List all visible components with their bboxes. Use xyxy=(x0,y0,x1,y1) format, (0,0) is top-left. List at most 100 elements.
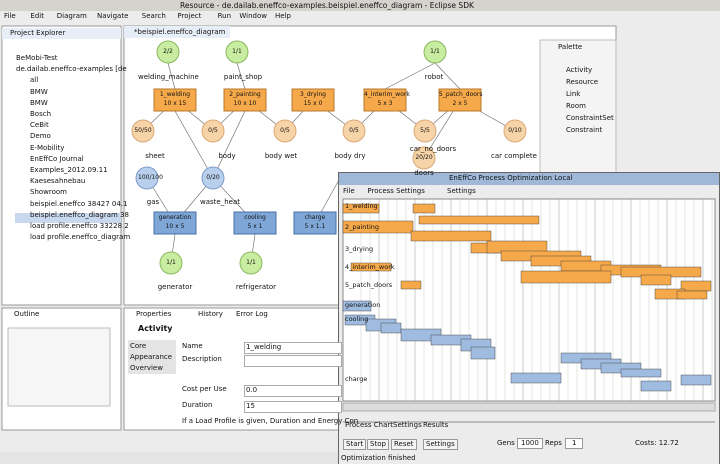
edge xyxy=(167,62,176,90)
tree-item[interactable]: BMW xyxy=(30,87,48,96)
view-tab[interactable]: Properties xyxy=(136,310,172,318)
tree-item[interactable]: CeBit xyxy=(30,121,49,130)
side-tab[interactable]: Core xyxy=(130,342,147,350)
tree-item[interactable]: all xyxy=(30,76,39,85)
node-box xyxy=(153,88,197,112)
node-label: 0/5 xyxy=(208,127,218,134)
tree-item[interactable]: BMW xyxy=(30,98,48,107)
node-circle xyxy=(503,119,527,143)
input[interactable]: 1 xyxy=(565,438,584,449)
box-name: 1_welding xyxy=(159,91,191,98)
tree-item[interactable]: Examples_2012.09.11 xyxy=(30,166,108,174)
row-label: 5_patch_doors xyxy=(345,281,393,289)
node-label: 0/5 xyxy=(280,127,290,134)
node-caption: waste_heat xyxy=(200,198,240,206)
palette-item[interactable]: Link xyxy=(566,90,581,98)
field-value[interactable]: 0.0 xyxy=(244,385,342,397)
gantt-bar xyxy=(640,380,672,392)
editor-tab[interactable]: *beispiel.eneffco_diagram xyxy=(134,28,226,36)
palette-item[interactable]: Resource xyxy=(566,78,599,86)
node-circle xyxy=(423,40,447,64)
field-value[interactable] xyxy=(244,355,342,367)
node-box xyxy=(438,88,482,112)
edge xyxy=(174,110,214,179)
field-label: Name xyxy=(182,342,203,350)
menu-item[interactable]: Window xyxy=(239,12,267,20)
tree-item[interactable]: BeMobi-Test xyxy=(16,54,58,62)
button[interactable]: Reset xyxy=(391,439,417,450)
field-label: Reps xyxy=(545,439,562,447)
palette-item[interactable]: Activity xyxy=(566,66,593,74)
gantt-bar xyxy=(342,300,372,312)
palette-item[interactable]: ConstraintSet xyxy=(566,114,614,122)
side-tab[interactable]: Appearance xyxy=(130,353,173,361)
node-circle xyxy=(201,166,225,190)
node-caption: robot xyxy=(424,73,444,81)
palette-item[interactable]: Constraint xyxy=(566,126,603,134)
node-caption: car complete xyxy=(491,152,537,160)
edge xyxy=(434,62,461,90)
menu-item[interactable]: Project xyxy=(177,12,202,20)
menu-item[interactable]: Diagram xyxy=(56,12,87,20)
field-value[interactable]: 15 xyxy=(244,401,342,413)
box-size: 10 x 5 xyxy=(165,223,185,230)
tree-item[interactable]: de.dailab.eneffco-examples [de xyxy=(16,65,127,74)
menu-item[interactable]: Run xyxy=(217,12,232,20)
palette-item[interactable]: Room xyxy=(566,102,586,110)
button[interactable]: Settings xyxy=(423,439,458,450)
box-name: generation xyxy=(158,214,192,221)
menu-item[interactable]: File xyxy=(4,12,16,20)
tab[interactable]: Settings xyxy=(393,421,422,429)
node-caption: body dry xyxy=(334,152,366,160)
view-tab[interactable]: History xyxy=(198,310,223,318)
gantt-bar xyxy=(676,290,708,300)
menu-item[interactable]: File xyxy=(343,187,355,195)
node-label: 100/100 xyxy=(138,174,163,181)
box-size: 2 x 5 xyxy=(452,100,468,107)
box-size: 10 x 15 xyxy=(163,100,187,107)
box-name: 5_patch_doors xyxy=(439,91,483,98)
field-value[interactable]: 1_welding xyxy=(244,342,342,354)
menu-item[interactable]: Edit xyxy=(30,12,44,20)
tree-item[interactable]: Showroom xyxy=(30,188,67,197)
row-label: 1_welding xyxy=(345,202,378,210)
gantt-bar xyxy=(380,322,402,334)
node-box xyxy=(293,211,337,235)
tree-item[interactable]: Demo xyxy=(30,132,51,141)
panel-title: Project Explorer xyxy=(10,29,66,37)
tree-item[interactable]: Bosch xyxy=(30,110,52,118)
gantt-bar xyxy=(510,372,562,384)
tree-item[interactable]: Kaesesahnebau xyxy=(30,177,86,186)
tree-item[interactable]: beispiel.eneffco_diagram 38 xyxy=(30,210,129,219)
input[interactable]: 1000 xyxy=(517,438,543,449)
menu-item[interactable]: Navigate xyxy=(97,12,129,20)
gantt-bar xyxy=(412,203,436,214)
node-circle xyxy=(156,40,180,64)
button[interactable]: Start xyxy=(343,439,367,450)
button[interactable]: Stop xyxy=(367,439,389,450)
side-tab[interactable]: Overview xyxy=(130,364,163,372)
node-label: 1/1 xyxy=(246,259,256,266)
tree-item[interactable]: E-Mobility xyxy=(30,143,65,152)
node-caption: car_no_doors xyxy=(409,145,457,153)
tree-item[interactable]: beispiel.eneffco 38427 04.1 xyxy=(30,199,128,208)
panel-title: Outline xyxy=(14,310,40,318)
gantt-bar xyxy=(640,274,672,286)
node-label: 1/1 xyxy=(166,259,176,266)
node-label: 0/5 xyxy=(349,127,359,134)
palette-title: Palette xyxy=(558,43,583,51)
menu-item[interactable]: Settings xyxy=(447,187,476,195)
tree-item[interactable]: load profile.eneffco_diagram xyxy=(30,233,131,242)
box-name: 3_drying xyxy=(300,91,326,98)
menu-item[interactable]: Search xyxy=(141,12,166,20)
node-caption: body xyxy=(218,152,236,160)
tree-item[interactable]: EnEffCo Journal xyxy=(30,154,84,163)
tree-item[interactable]: load profile.eneffco 33228 2 xyxy=(30,222,129,230)
node-caption: sheet xyxy=(145,152,165,160)
tab[interactable]: Results xyxy=(423,421,449,429)
view-tab[interactable]: Error Log xyxy=(236,310,268,318)
menu-item[interactable]: Process Settings xyxy=(367,187,425,195)
tab[interactable]: Process Chart xyxy=(345,421,394,429)
menu-item[interactable]: Help xyxy=(275,12,291,20)
